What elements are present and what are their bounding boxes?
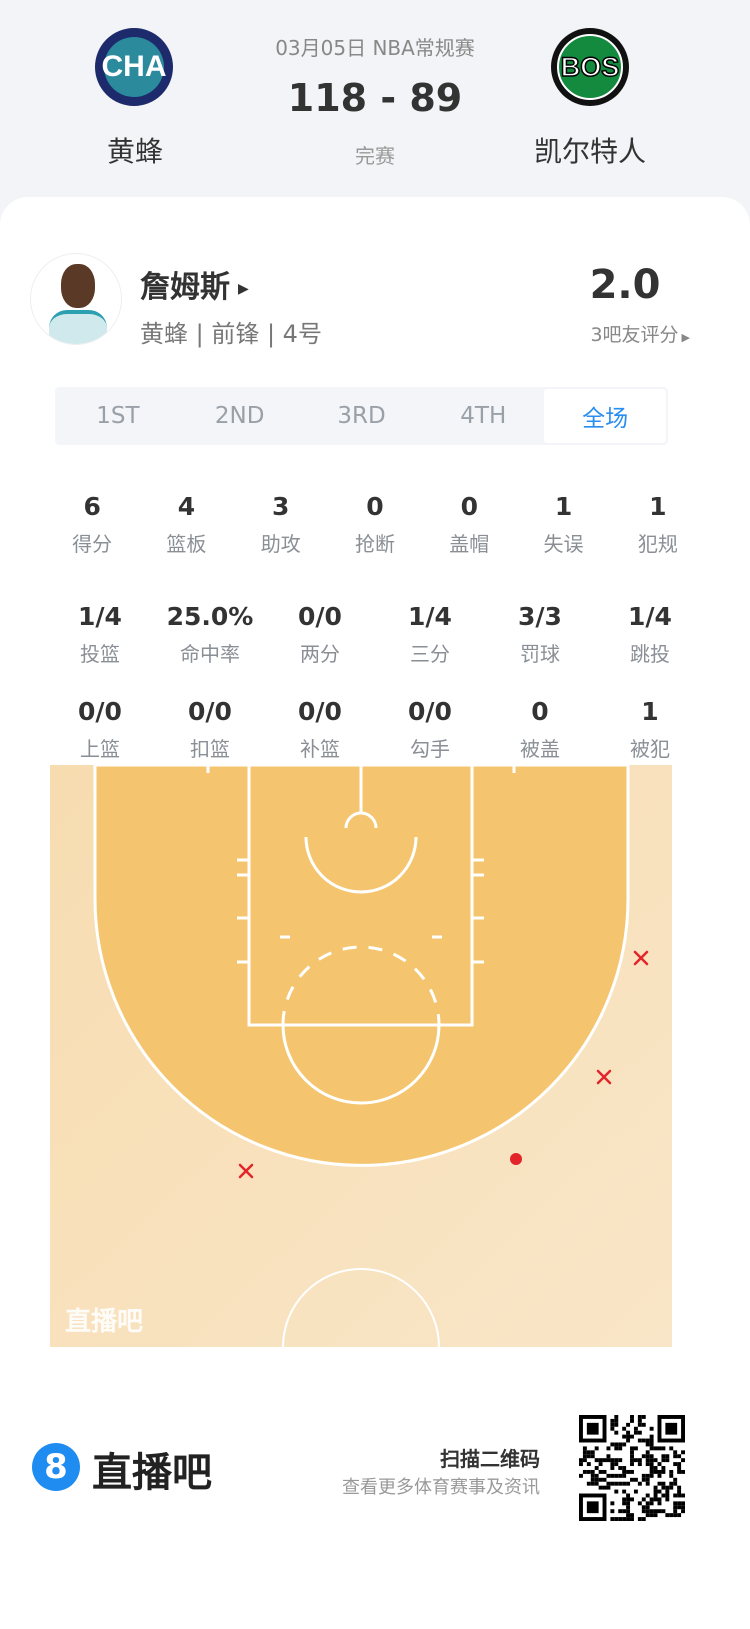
stat-item: 0/0 勾手 bbox=[375, 697, 485, 762]
stat-label: 助攻 bbox=[260, 532, 301, 556]
brand-logo-icon: 8 bbox=[32, 1443, 80, 1491]
stat-value: 1 bbox=[554, 492, 573, 521]
stat-value: 0/0 bbox=[298, 697, 342, 726]
stat-item: 0 被盖 bbox=[485, 697, 595, 762]
stat-item: 1 犯规 bbox=[611, 492, 705, 557]
stat-label: 失误 bbox=[543, 532, 584, 556]
stats-row-shot-types: 0/0 上篮 0/0 扣篮 0/0 补篮 0/0 勾手 0 被盖 1 被犯 bbox=[45, 697, 705, 762]
stat-value: 0 bbox=[531, 697, 549, 726]
stat-label: 上篮 bbox=[80, 737, 120, 761]
stats-row-basic: 6 得分 4 篮板 3 助攻 0 抢断 0 盖帽 1 失误 1 犯规 bbox=[45, 492, 705, 557]
caret-right-icon: ▶ bbox=[681, 331, 690, 344]
stat-value: 25.0% bbox=[166, 602, 254, 631]
player-info: 黄蜂 | 前锋 | 4号 bbox=[140, 320, 322, 348]
stat-label: 抢断 bbox=[354, 532, 395, 556]
match-status: 完赛 bbox=[355, 144, 395, 168]
stat-label: 勾手 bbox=[410, 737, 450, 761]
player-avatar[interactable] bbox=[30, 253, 122, 345]
cha-team-logo: CHA bbox=[95, 28, 173, 106]
stat-value: 1/4 bbox=[408, 602, 452, 631]
stat-item: 0 盖帽 bbox=[422, 492, 516, 557]
stat-label: 补篮 bbox=[300, 737, 340, 761]
stat-value: 0/0 bbox=[408, 697, 452, 726]
stat-label: 两分 bbox=[300, 642, 340, 666]
shot-missed-marker bbox=[596, 1069, 612, 1085]
stat-value: 0/0 bbox=[188, 697, 232, 726]
stat-label: 得分 bbox=[72, 532, 113, 556]
stat-label: 盖帽 bbox=[449, 532, 490, 556]
rating-link[interactable]: 3吧友评分 ▶ bbox=[590, 324, 690, 346]
stat-value: 1 bbox=[649, 492, 667, 521]
tab-3rd[interactable]: 3RD bbox=[337, 403, 386, 429]
stat-item: 3 助攻 bbox=[234, 492, 328, 557]
stat-item: 1/4 投篮 bbox=[45, 602, 155, 667]
stat-item: 3/3 罚球 bbox=[485, 602, 595, 667]
stat-value: 1/4 bbox=[628, 602, 672, 631]
stat-item: 0/0 补篮 bbox=[265, 697, 375, 762]
stat-label: 命中率 bbox=[180, 642, 240, 666]
stat-value: 1/4 bbox=[78, 602, 122, 631]
stat-label: 投篮 bbox=[80, 642, 120, 666]
tab-full-game[interactable]: 全场 bbox=[544, 389, 666, 443]
stat-item: 25.0% 命中率 bbox=[155, 602, 265, 667]
match-score: 118 - 89 bbox=[287, 76, 463, 120]
stat-value: 6 bbox=[83, 492, 101, 521]
stat-value: 0 bbox=[366, 492, 384, 521]
stat-label: 犯规 bbox=[637, 532, 678, 556]
qr-code bbox=[579, 1415, 685, 1521]
stat-value: 1 bbox=[641, 697, 659, 726]
period-tabs: 1ST 2ND 3RD 4TH 全场 bbox=[55, 387, 668, 445]
stat-item: 6 得分 bbox=[45, 492, 139, 557]
tab-4th[interactable]: 4TH bbox=[460, 403, 507, 429]
stat-item: 0/0 上篮 bbox=[45, 697, 155, 762]
shot-made-marker bbox=[510, 1153, 522, 1165]
caret-right-icon: ▶ bbox=[238, 280, 249, 297]
stat-value: 0/0 bbox=[78, 697, 122, 726]
qr-title: 扫描二维码 bbox=[440, 1447, 540, 1471]
stat-item: 1/4 跳投 bbox=[595, 602, 705, 667]
stat-item: 0/0 扣篮 bbox=[155, 697, 265, 762]
brand-name: 直播吧 bbox=[92, 1450, 212, 1496]
stat-label: 被盖 bbox=[520, 737, 560, 761]
stat-label: 扣篮 bbox=[190, 737, 230, 761]
court-watermark: 直播吧 bbox=[65, 1307, 143, 1337]
stat-value: 3/3 bbox=[518, 602, 562, 631]
stat-item: 0/0 两分 bbox=[265, 602, 375, 667]
away-team-name: 凯尔特人 bbox=[533, 135, 646, 168]
player-name-link[interactable]: 詹姆斯 ▶ bbox=[140, 270, 249, 305]
stat-item: 0 抢断 bbox=[328, 492, 422, 557]
stat-item: 1/4 三分 bbox=[375, 602, 485, 667]
stat-value: 0 bbox=[460, 492, 478, 521]
stat-label: 被犯 bbox=[630, 737, 670, 761]
bos-team-logo: BOS bbox=[551, 28, 629, 106]
stat-label: 罚球 bbox=[520, 642, 560, 666]
stat-item: 4 篮板 bbox=[139, 492, 233, 557]
stats-row-shooting: 1/4 投篮 25.0% 命中率 0/0 两分 1/4 三分 3/3 罚球 1/4 跳投 bbox=[45, 602, 705, 667]
shot-missed-marker bbox=[238, 1163, 254, 1179]
stat-item: 1 被犯 bbox=[595, 697, 705, 762]
shot-chart-court: 直播吧 bbox=[50, 765, 672, 1347]
match-date-league: 03月05日 NBA常规赛 bbox=[275, 36, 475, 60]
tab-2nd[interactable]: 2ND bbox=[214, 403, 265, 429]
stat-value: 3 bbox=[272, 492, 290, 521]
stat-value: 4 bbox=[177, 492, 196, 521]
stat-item: 1 失误 bbox=[516, 492, 610, 557]
stat-label: 篮板 bbox=[166, 532, 207, 556]
stat-label: 跳投 bbox=[630, 642, 670, 666]
player-rating: 2.0 bbox=[589, 262, 661, 308]
stat-value: 0/0 bbox=[298, 602, 342, 631]
stat-label: 三分 bbox=[410, 642, 450, 666]
tab-1st[interactable]: 1ST bbox=[96, 403, 140, 429]
home-team-name: 黄蜂 bbox=[106, 135, 163, 168]
qr-subtitle: 查看更多体育赛事及资讯 bbox=[342, 1477, 540, 1498]
shot-missed-marker bbox=[633, 950, 649, 966]
